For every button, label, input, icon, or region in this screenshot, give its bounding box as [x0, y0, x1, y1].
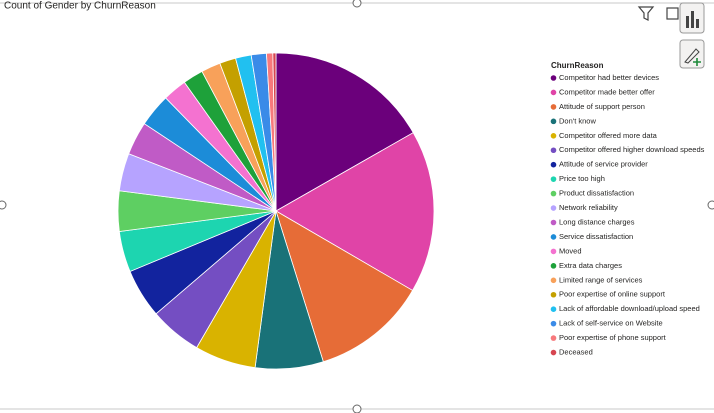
legend-marker [550, 349, 557, 356]
resize-handle[interactable] [0, 200, 7, 210]
legend-label: Poor expertise of online support [559, 290, 666, 299]
legend-marker [550, 219, 557, 226]
legend-label: Don't know [559, 116, 596, 125]
legend-marker [550, 75, 557, 81]
visual-button[interactable] [679, 2, 705, 34]
legend-label: Limited range of services [559, 275, 643, 284]
legend-marker [550, 291, 557, 298]
legend-marker [550, 176, 557, 182]
legend-marker [550, 234, 557, 240]
legend-label: Lack of self-service on Website [559, 319, 663, 328]
legend-label: Competitor offered higher download speed… [559, 145, 705, 154]
legend-marker [550, 320, 557, 327]
legend-marker [550, 335, 557, 341]
legend-marker [550, 205, 557, 211]
legend-marker [550, 89, 557, 96]
legend-label: Competitor made better offer [559, 87, 655, 96]
legend-marker [550, 277, 557, 284]
legend-label: Product dissatisfaction [559, 189, 634, 198]
legend-marker [550, 190, 557, 197]
legend-marker [550, 161, 557, 168]
legend-marker [550, 104, 557, 110]
legend-title: ChurnReason [551, 61, 604, 70]
pie-slice [275, 52, 414, 212]
resize-handle[interactable] [352, 404, 362, 413]
resize-handle[interactable] [707, 200, 714, 210]
focus-mode-icon[interactable] [666, 7, 679, 20]
legend-label: Attitude of service provider [559, 160, 648, 169]
legend-label: Competitor had better devices [559, 73, 659, 82]
pie-slice [272, 52, 277, 212]
legend-marker [550, 147, 557, 154]
legend-label: Lack of affordable download/upload speed [559, 304, 700, 313]
legend-marker [550, 263, 557, 269]
chart-title: Count of Gender by ChurnReason [4, 1, 156, 12]
pie-slice [275, 132, 435, 292]
legend-marker [550, 248, 557, 255]
legend-label: Poor expertise of phone support [559, 333, 667, 342]
legend-label: Long distance charges [559, 217, 635, 226]
legend-marker [550, 133, 557, 139]
legend-label: Moved [559, 246, 582, 255]
legend-label: Network reliability [559, 203, 618, 212]
format-button[interactable] [679, 39, 705, 69]
legend-marker [550, 118, 557, 125]
filter-icon[interactable] [637, 6, 655, 21]
legend-label: Price too high [559, 174, 605, 183]
pie-slice [275, 210, 414, 363]
legend-marker [550, 306, 557, 313]
legend-label: Competitor offered more data [559, 131, 658, 140]
legend-label: Service dissatisfaction [559, 232, 633, 241]
legend-label: Attitude of support person [559, 102, 645, 111]
legend-label: Extra data charges [559, 261, 622, 270]
resize-handle[interactable] [352, 0, 362, 8]
legend-label: Deceased [559, 348, 593, 357]
